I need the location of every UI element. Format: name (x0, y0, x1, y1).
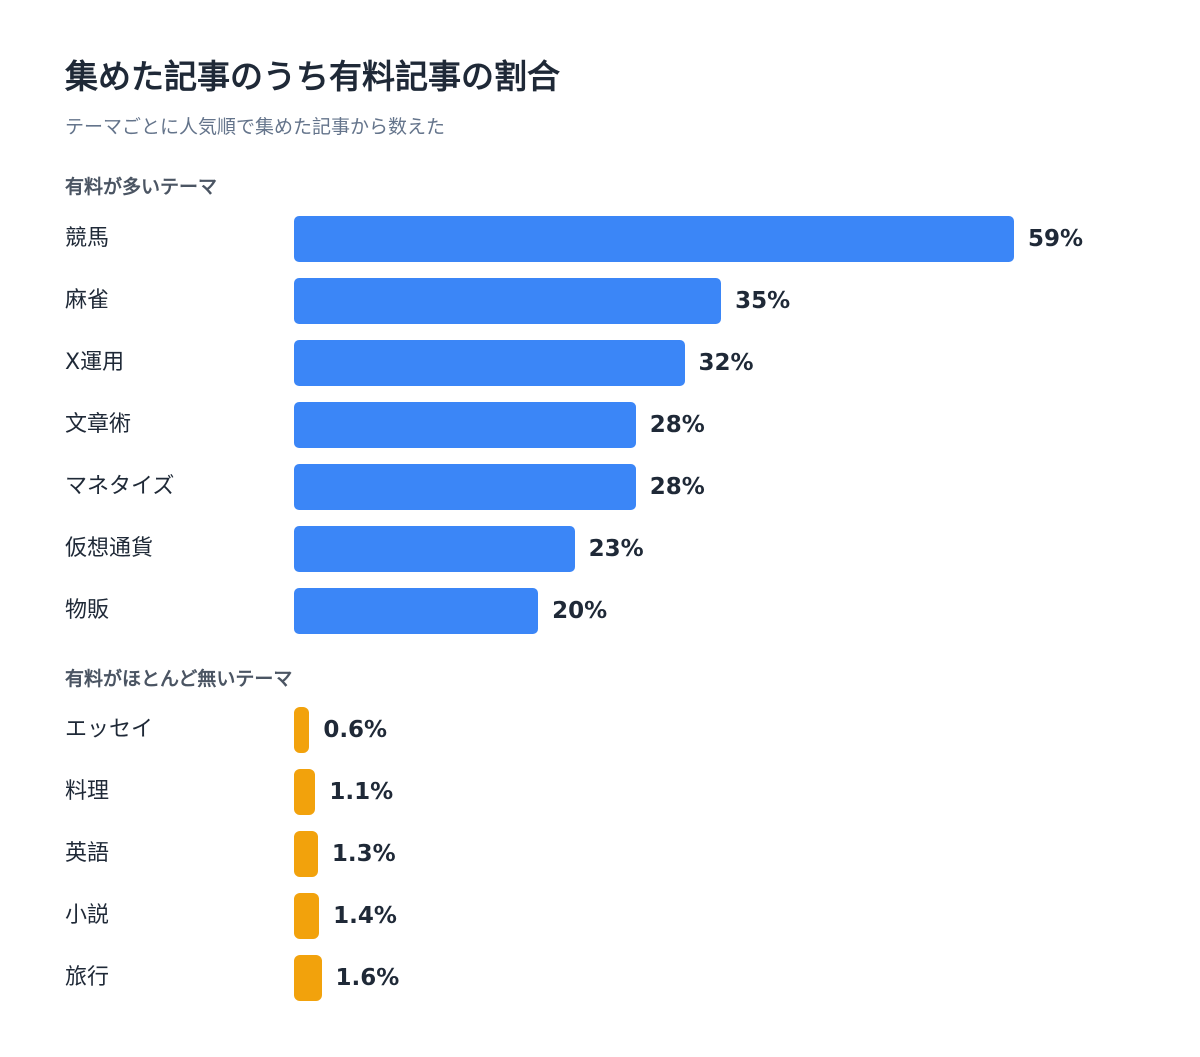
bar-row: マネタイズ 28% (0, 464, 1200, 510)
category-label: 物販 (65, 598, 110, 623)
category-label: 小説 (65, 903, 110, 928)
bar (294, 893, 320, 939)
bar-row: 英語 1.3% (0, 831, 1200, 877)
bar-row: 仮想通貨 23% (0, 526, 1200, 572)
bar (294, 402, 636, 448)
bar-row: 料理 1.1% (0, 769, 1200, 815)
category-label: 麻雀 (65, 288, 110, 313)
value-label: 1.3% (331, 841, 396, 867)
bar (294, 278, 722, 324)
bar (294, 707, 310, 753)
value-label: 0.6% (323, 717, 388, 743)
bar-row: 麻雀 35% (0, 278, 1200, 324)
bar (294, 588, 539, 634)
bar (294, 831, 318, 877)
category-label: 競馬 (65, 226, 110, 251)
value-label: 20% (552, 598, 608, 624)
value-label: 1.6% (335, 965, 400, 991)
bar-row: 小説 1.4% (0, 893, 1200, 939)
bar-row: X運用 32% (0, 340, 1200, 386)
category-label: 英語 (65, 841, 110, 866)
section-heading-1: 有料が多いテーマ (65, 176, 218, 198)
value-label: 1.4% (333, 903, 397, 929)
value-label: 23% (588, 536, 644, 562)
value-label: 35% (735, 288, 791, 314)
bar (294, 955, 322, 1001)
bar (294, 464, 636, 510)
bar-row: 文章術 28% (0, 402, 1200, 448)
bar-row: エッセイ 0.6% (0, 707, 1200, 753)
bar (294, 340, 685, 386)
category-label: 旅行 (65, 965, 110, 990)
category-label: 文章術 (65, 412, 132, 437)
category-label: エッセイ (65, 717, 154, 742)
section-heading-2: 有料がほとんど無いテーマ (65, 668, 293, 690)
value-label: 32% (698, 350, 754, 376)
bar-row: 旅行 1.6% (0, 955, 1200, 1001)
category-label: 仮想通貨 (65, 536, 154, 561)
bar (294, 526, 575, 572)
bar-row: 物販 20% (0, 588, 1200, 634)
category-label: マネタイズ (65, 474, 175, 499)
value-label: 28% (649, 474, 705, 500)
category-label: 料理 (65, 779, 110, 804)
chart-title: 集めた記事のうち有料記事の割合 (65, 57, 560, 96)
chart-subtitle: テーマごとに人気順で集めた記事から数えた (65, 116, 446, 138)
value-label: 59% (1028, 226, 1084, 252)
value-label: 1.1% (329, 779, 394, 805)
value-label: 28% (649, 412, 705, 438)
bar (294, 216, 1014, 262)
bar (294, 769, 316, 815)
bar-row: 競馬 59% (0, 216, 1200, 262)
category-label: X運用 (65, 350, 125, 375)
